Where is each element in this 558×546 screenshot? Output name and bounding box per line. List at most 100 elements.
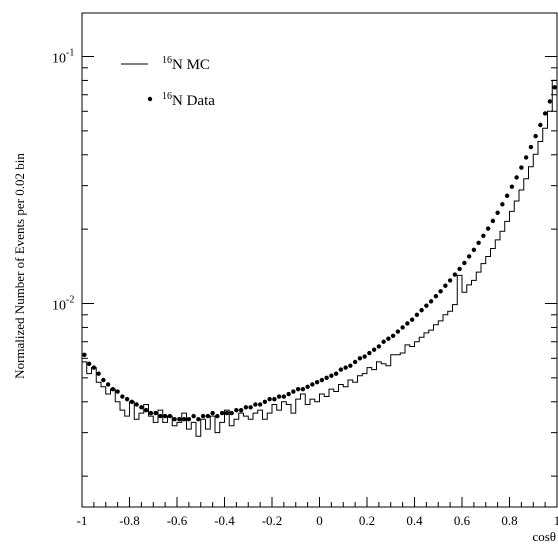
data-point xyxy=(82,352,87,357)
data-point xyxy=(205,413,211,419)
data-point xyxy=(395,329,401,334)
data-point xyxy=(438,289,443,294)
y-tick-label: 10-2 xyxy=(52,294,74,313)
data-point xyxy=(310,382,315,387)
data-point xyxy=(324,375,329,381)
data-point xyxy=(305,384,310,389)
legend-data-text: N Data xyxy=(172,93,215,109)
x-tick-label: -1 xyxy=(77,513,88,528)
data-point xyxy=(509,184,515,189)
x-tick-label: 0.4 xyxy=(406,513,423,528)
data-point xyxy=(162,413,168,419)
data-point xyxy=(447,278,453,283)
x-tick-label: -0.8 xyxy=(119,513,140,528)
data-point xyxy=(295,386,301,392)
data-point xyxy=(91,365,97,370)
data-point xyxy=(177,417,182,422)
data-point xyxy=(129,399,135,404)
data-point xyxy=(376,344,382,349)
data-point xyxy=(552,85,557,90)
y-tick-label: 10-1 xyxy=(52,47,74,66)
data-point xyxy=(414,312,420,317)
data-point xyxy=(452,272,458,277)
data-point xyxy=(219,410,225,416)
legend-mc-text: N MC xyxy=(172,57,210,73)
data-point xyxy=(457,266,462,272)
data-point xyxy=(101,377,106,383)
data-point xyxy=(186,417,192,422)
data-point xyxy=(419,307,424,313)
data-point xyxy=(338,367,344,372)
data-point xyxy=(485,226,491,231)
x-tick-label: 0 xyxy=(316,513,323,528)
data-point xyxy=(476,240,481,246)
x-tick-label: 0.6 xyxy=(454,513,471,528)
data-point xyxy=(272,396,277,402)
data-point xyxy=(267,396,272,402)
data-point xyxy=(329,373,334,378)
data-point xyxy=(253,402,258,407)
data-point xyxy=(481,233,486,238)
data-point xyxy=(281,394,287,399)
series-16n-mc-histogram xyxy=(82,79,557,437)
data-point xyxy=(390,333,396,338)
data-point xyxy=(533,133,538,139)
data-point xyxy=(124,396,130,402)
y-axis-ticks xyxy=(82,55,557,477)
y-axis-title: Normalized Number of Events per 0.02 bin xyxy=(12,153,27,379)
data-point xyxy=(200,413,206,419)
data-point xyxy=(229,410,234,416)
data-point xyxy=(276,394,282,399)
data-point xyxy=(424,303,429,308)
x-tick-label: -0.4 xyxy=(214,513,235,528)
data-point xyxy=(248,405,253,410)
data-point xyxy=(495,210,500,215)
x-axis-title: cosθ xyxy=(532,529,556,544)
data-point xyxy=(196,417,201,422)
data-point xyxy=(243,405,249,410)
data-point xyxy=(523,155,529,160)
data-point xyxy=(143,407,149,413)
x-tick-label: 0.2 xyxy=(359,513,375,528)
data-point xyxy=(148,410,154,416)
data-point xyxy=(462,260,467,266)
data-point xyxy=(153,410,158,416)
data-point xyxy=(405,321,410,326)
data-point xyxy=(262,399,268,404)
data-point xyxy=(257,402,263,407)
data-point xyxy=(352,359,358,365)
data-point xyxy=(371,347,377,352)
data-point xyxy=(519,165,524,170)
data-point xyxy=(291,389,296,394)
data-point xyxy=(409,317,415,322)
x-tick-label: 1 xyxy=(554,513,558,528)
data-point xyxy=(542,111,548,116)
data-point xyxy=(504,193,510,198)
data-point xyxy=(400,325,405,330)
legend-data-superscript: 16 xyxy=(162,91,172,102)
data-point xyxy=(367,350,372,356)
data-point xyxy=(172,417,177,422)
legend-mc-label: 16N MC xyxy=(162,55,210,73)
data-point xyxy=(528,144,534,150)
data-point xyxy=(357,356,363,361)
x-tick-label: -0.6 xyxy=(167,513,188,528)
data-point xyxy=(115,389,120,394)
data-point xyxy=(181,417,187,422)
x-tick-label: -0.2 xyxy=(262,513,283,528)
legend-data-point-sample xyxy=(147,96,153,102)
data-point xyxy=(333,371,339,376)
data-point xyxy=(443,283,448,288)
data-point xyxy=(158,413,163,419)
data-point xyxy=(105,382,111,387)
data-point xyxy=(238,407,244,413)
data-point xyxy=(120,394,125,399)
data-point xyxy=(381,339,386,344)
data-point xyxy=(319,377,325,383)
data-point xyxy=(96,371,101,376)
x-axis-tick-labels: -1 -0.8 -0.6 -0.4 -0.2 0 0.2 0.4 0.6 0.8 1 xyxy=(77,513,558,528)
data-point xyxy=(86,361,92,366)
data-point xyxy=(210,410,215,416)
data-point xyxy=(314,380,320,385)
